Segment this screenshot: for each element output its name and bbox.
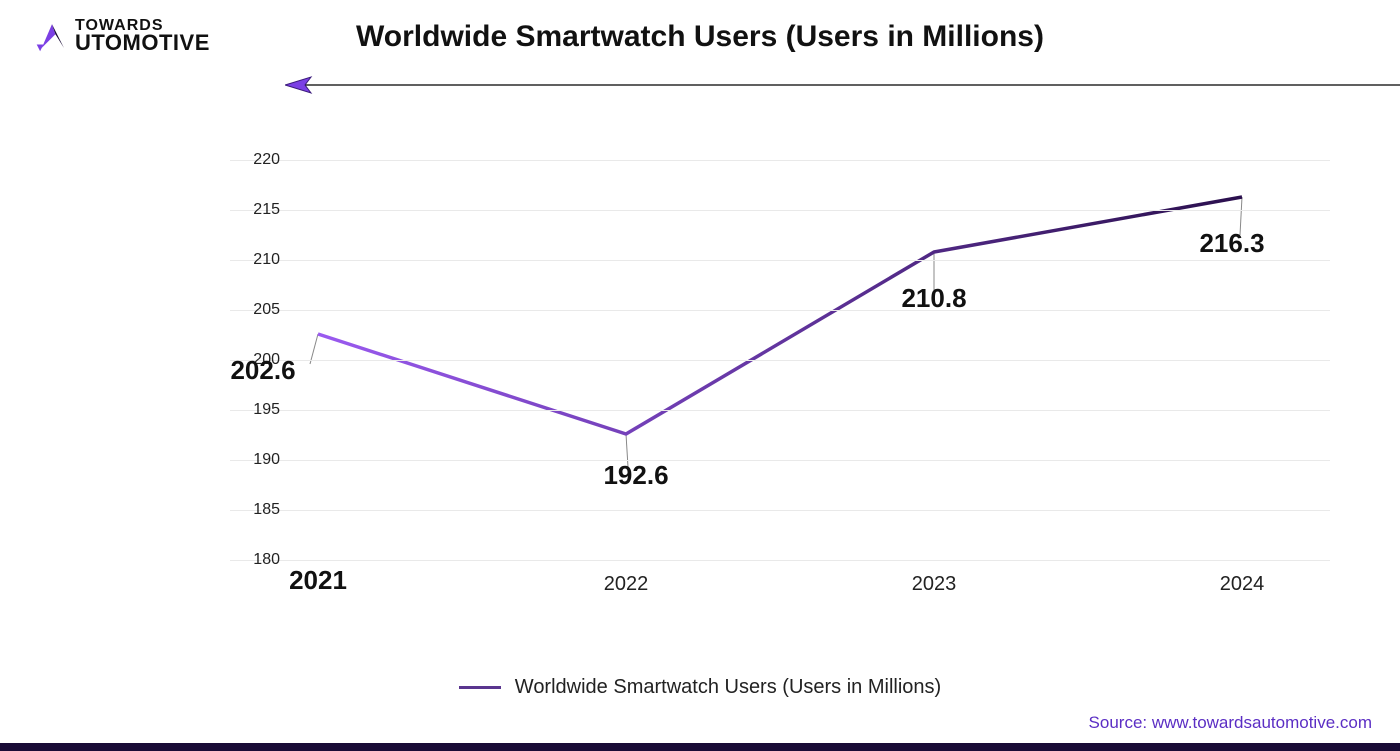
gridline: [230, 510, 1330, 511]
gridline: [230, 260, 1330, 261]
arrow-rule: [285, 75, 1400, 95]
x-tick-label: 2024: [1220, 573, 1265, 596]
gridline: [230, 160, 1330, 161]
y-tick-label: 215: [230, 201, 280, 219]
gridline: [230, 560, 1330, 561]
gridline: [230, 460, 1330, 461]
y-tick-label: 210: [230, 251, 280, 269]
gridline: [230, 360, 1330, 361]
chart: 1801851901952002052102152202021202220232…: [170, 140, 1350, 610]
x-tick-label: 2022: [604, 573, 649, 596]
data-label: 192.6: [603, 460, 668, 491]
source-prefix: Source:: [1089, 713, 1152, 732]
y-tick-label: 180: [230, 551, 280, 569]
y-tick-label: 205: [230, 301, 280, 319]
x-tick-label: 2021: [289, 565, 347, 596]
source-text: www.towardsautomotive.com: [1152, 713, 1372, 732]
y-tick-label: 220: [230, 151, 280, 169]
data-label: 202.6: [230, 355, 295, 386]
x-tick-label: 2023: [912, 573, 957, 596]
gridline: [230, 410, 1330, 411]
data-label: 216.3: [1199, 228, 1264, 259]
footer-bar: [0, 743, 1400, 751]
plot-area: 1801851901952002052102152202021202220232…: [230, 160, 1330, 560]
gridline: [230, 210, 1330, 211]
legend: Worldwide Smartwatch Users (Users in Mil…: [0, 676, 1400, 699]
source-attribution: Source: www.towardsautomotive.com: [1089, 713, 1372, 733]
data-label: 210.8: [901, 283, 966, 314]
gridline: [230, 310, 1330, 311]
legend-swatch: [459, 686, 501, 689]
y-tick-label: 185: [230, 501, 280, 519]
y-tick-label: 195: [230, 401, 280, 419]
legend-label: Worldwide Smartwatch Users (Users in Mil…: [515, 676, 941, 699]
chart-title: Worldwide Smartwatch Users (Users in Mil…: [0, 20, 1400, 54]
y-tick-label: 190: [230, 451, 280, 469]
